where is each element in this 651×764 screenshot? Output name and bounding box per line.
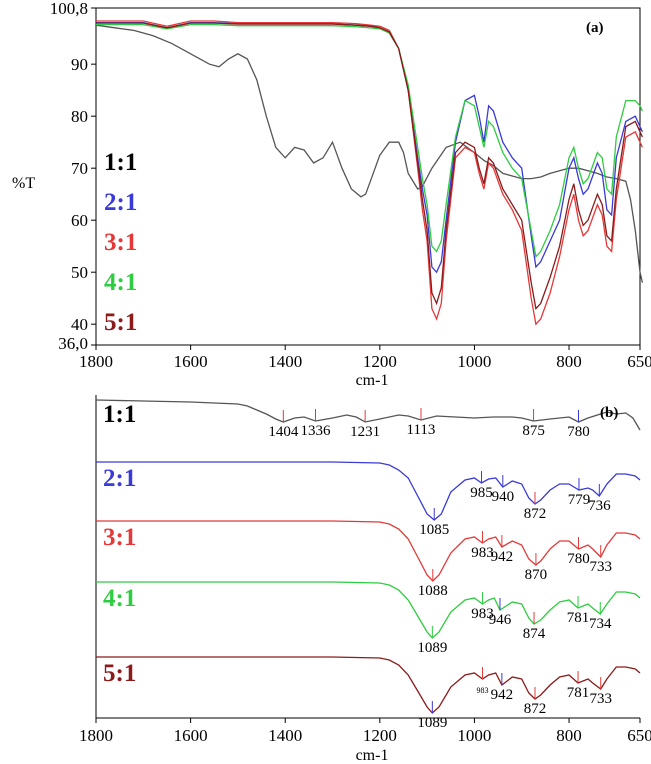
panel-b-peak-label: 1088 xyxy=(418,583,448,599)
panel-a-series-line-3-1 xyxy=(96,20,643,326)
panel-b-peak-label: 1113 xyxy=(407,422,436,438)
panel-b-series-label: 4:1 xyxy=(103,585,136,612)
panel-a-y-tick-label: 60 xyxy=(71,211,88,230)
panel-a-legend: 1:1 2:1 3:1 4:1 5:1 xyxy=(104,149,137,336)
panel-b-peak-label: 780 xyxy=(567,551,590,567)
panel-b-x-tick-label: 800 xyxy=(556,726,582,745)
panel-b-series-line-4-1 xyxy=(96,581,641,639)
panel-b-series-label: 3:1 xyxy=(103,524,136,551)
panel-b-peak-label: 736 xyxy=(588,498,611,514)
panel-b-x-tick-label: 1400 xyxy=(268,726,302,745)
panel-b-series-label: 1:1 xyxy=(103,401,136,428)
panel-a-axes: 1800 1600 1400 1200 1000 800 650 100,8 90 80 70 60 5… xyxy=(50,0,651,371)
panel-b-peak-label: 983 xyxy=(471,545,494,561)
panel-a-series-line-1-1 xyxy=(95,24,644,283)
panel-b-peak-label: 1089 xyxy=(417,715,447,731)
panel-b-series-label: 2:1 xyxy=(103,465,136,492)
panel-a-plot-frame xyxy=(95,7,641,346)
panel-b-peak-label: 779 xyxy=(568,492,591,508)
panel-b-peak-label: 733 xyxy=(589,559,612,575)
panel-a-legend-entry: 4:1 xyxy=(104,269,137,296)
panel-b-lines xyxy=(95,399,641,714)
panel-a-series-line-5-1 xyxy=(96,22,643,310)
panel-b-peak-label: 983 xyxy=(476,686,488,695)
panel-a-x-tick-label: 1800 xyxy=(79,352,113,371)
panel-a-x-tick-label: 650 xyxy=(627,352,651,371)
panel-a-y-tick-label: 100,8 xyxy=(50,0,88,18)
panel-a-y-tick-label: 90 xyxy=(71,55,88,74)
panel-b-peak-label: 985 xyxy=(470,485,493,501)
panel-a-legend-entry: 5:1 xyxy=(104,309,137,336)
panel-b-peak-label: 1089 xyxy=(417,640,447,656)
panel-b-peak-label: 874 xyxy=(523,626,546,642)
panel-b-peak-label: 780 xyxy=(567,424,590,440)
panel-a-y-axis-title: %T xyxy=(12,175,35,192)
panel-b-legend: 1:1 2:1 3:1 4:1 5:1 xyxy=(103,401,136,687)
panel-b-label: (b) xyxy=(600,405,618,421)
panel-b-series-line-2-1 xyxy=(96,461,641,521)
panel-b-peak-label: 942 xyxy=(491,549,514,565)
panel-b-series-label: 5:1 xyxy=(103,660,136,687)
panel-b-peak-label: 983 xyxy=(471,606,494,622)
panel-a-x-tick-label: 1000 xyxy=(457,352,491,371)
panel-b-peak-label: 1404 xyxy=(268,424,299,440)
panel-b-peak-label: 946 xyxy=(489,612,512,628)
panel-b-peak-labels: 1404 1336 1231 1113 875 780108598594087277973… xyxy=(268,408,612,731)
panel-b-peak-label: 1231 xyxy=(350,424,380,440)
panel-b-x-tick-label: 1800 xyxy=(79,726,113,745)
panel-b-peak-label: 940 xyxy=(492,489,515,505)
panel-a-x-tick-label: 1600 xyxy=(174,352,208,371)
panel-b-peak-label: 872 xyxy=(524,701,547,717)
panel-b-peak-label: 781 xyxy=(567,685,590,701)
panel-b-x-tick-label: 1200 xyxy=(363,726,397,745)
panel-b-peak-label: 781 xyxy=(567,610,590,626)
panel-a-x-tick-label: 800 xyxy=(556,352,582,371)
panel-a-y-tick-label: 50 xyxy=(71,263,88,282)
panel-a-label: (a) xyxy=(586,20,604,36)
panel-a-series-line-2-1 xyxy=(96,21,643,274)
panel-b-x-tick-label: 1600 xyxy=(174,726,208,745)
panel-b-peak-label: 1336 xyxy=(300,423,331,439)
panel-b-peak-label: 942 xyxy=(491,687,514,703)
panel-b-x-tick-label: 1000 xyxy=(457,726,491,745)
panel-b-x-axis-title: cm-1 xyxy=(356,747,389,764)
panel-a-y-tick-label: 36,0 xyxy=(58,334,88,353)
panel-b-peak-label: 734 xyxy=(589,616,612,632)
panel-a-legend-entry: 3:1 xyxy=(104,229,137,256)
panel-a-y-tick-label: 70 xyxy=(71,159,88,178)
panel-b-series-line-3-1 xyxy=(96,520,641,582)
panel-b-peak-label: 1085 xyxy=(419,522,449,538)
panel-b-peak-label: 870 xyxy=(525,567,548,583)
panel-a-x-axis-title: cm-1 xyxy=(356,372,389,389)
panel-b-series-line-1-1 xyxy=(95,399,641,431)
panel-a-series-line-4-1 xyxy=(96,23,643,258)
panel-a-lines xyxy=(95,20,644,326)
panel-a: 1800 1600 1400 1200 1000 800 650 100,8 90 80 70 60 5… xyxy=(12,0,651,389)
panel-a-x-tick-label: 1200 xyxy=(363,352,397,371)
panel-b-series-line-5-1 xyxy=(96,656,641,714)
panel-a-legend-entry: 1:1 xyxy=(104,149,137,176)
panel-a-legend-entry: 2:1 xyxy=(104,189,137,216)
panel-b-peak-label: 733 xyxy=(589,691,612,707)
panel-b-x-tick-label: 650 xyxy=(627,726,651,745)
panel-b-axes: 1800 1600 1400 1200 1000 800 650 xyxy=(79,395,651,745)
panel-a-y-tick-label: 40 xyxy=(71,315,88,334)
panel-a-y-tick-label: 80 xyxy=(71,107,88,126)
panel-b-peak-label: 875 xyxy=(522,423,545,439)
panel-b: 1800 1600 1400 1200 1000 800 650 1404 1336 1231 1… xyxy=(79,395,651,764)
panel-a-x-tick-label: 1400 xyxy=(268,352,302,371)
panel-b-peak-label: 872 xyxy=(524,506,547,522)
